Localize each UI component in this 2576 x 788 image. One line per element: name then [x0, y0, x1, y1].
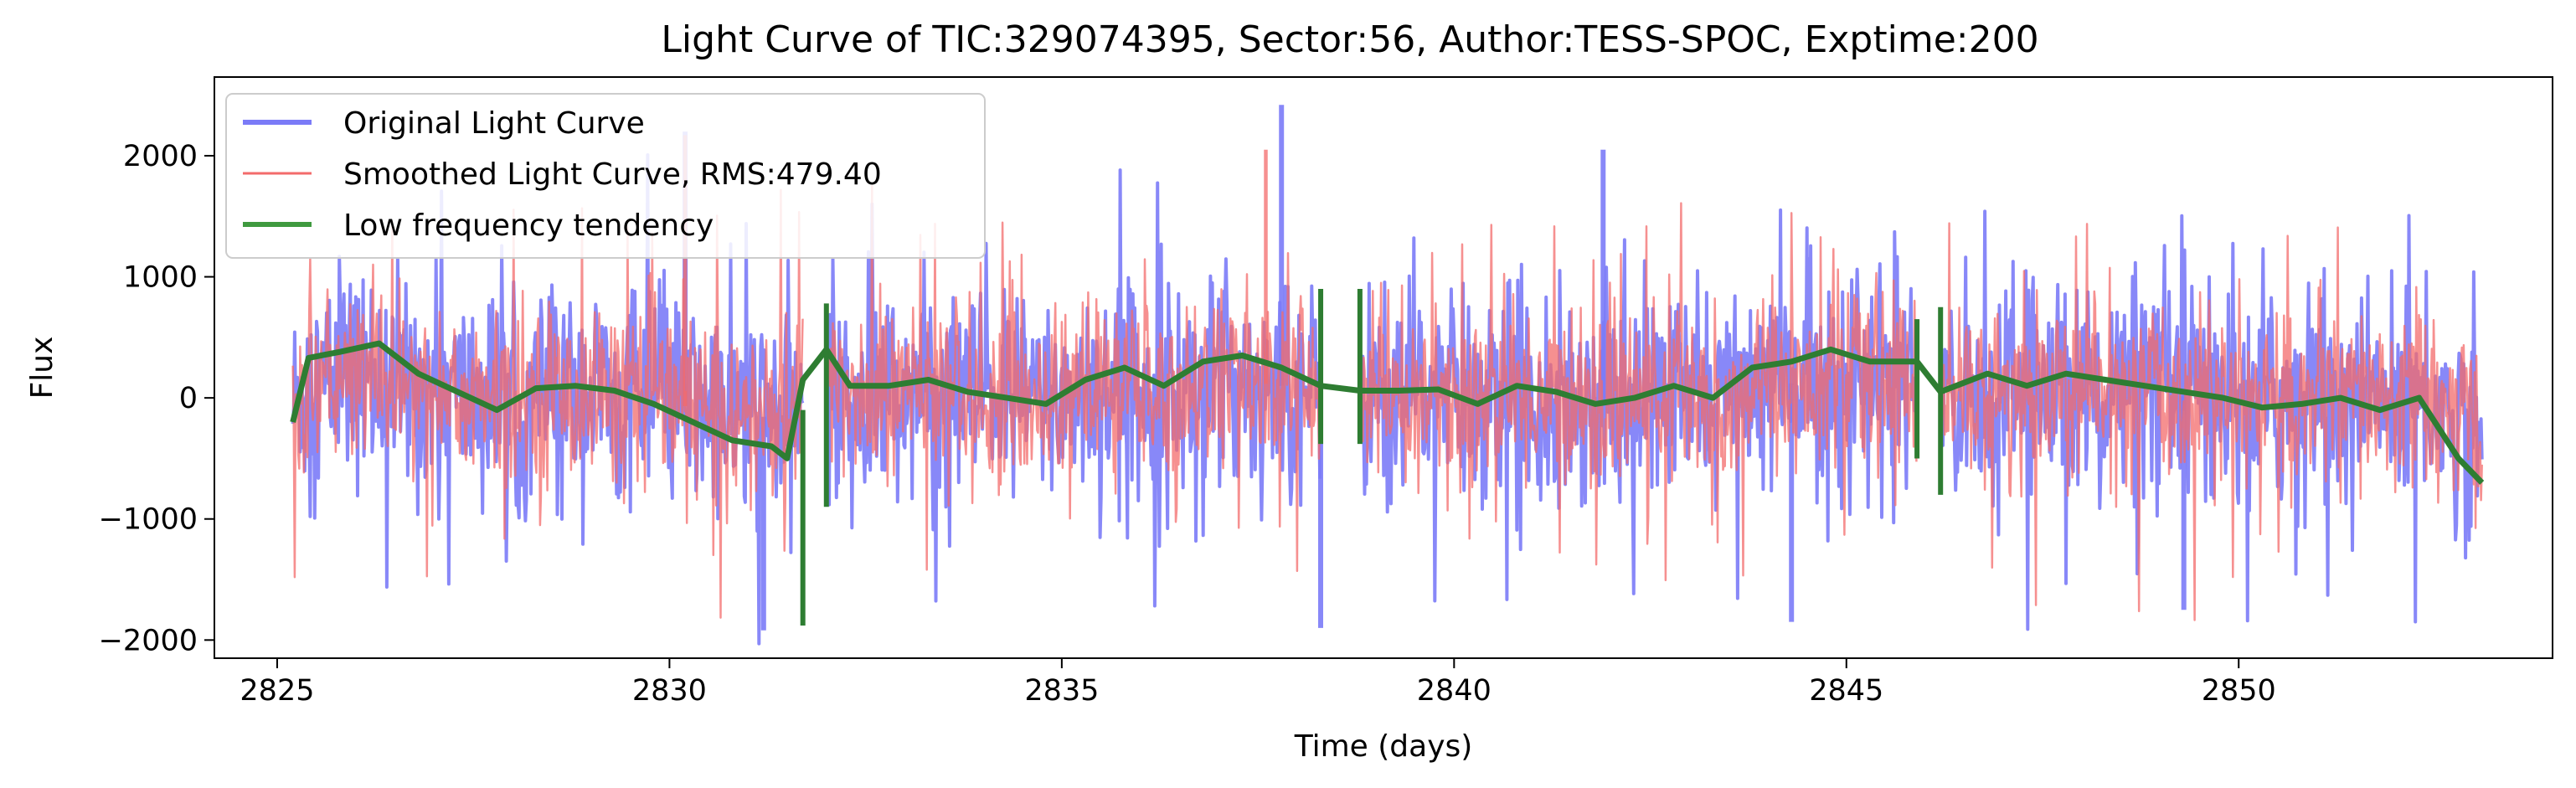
legend-entry-trend: Low frequency tendency [343, 209, 714, 243]
x-tick-label: 2825 [240, 674, 314, 708]
series-low-frequency-tendency [290, 289, 2485, 626]
x-tick-label: 2850 [2202, 674, 2276, 708]
legend-entry-original: Original Light Curve [343, 106, 645, 141]
overlap-tint [293, 313, 2482, 482]
y-tick-label: −2000 [99, 624, 198, 657]
legend-entry-smoothed: Smoothed Light Curve, RMS:479.40 [343, 157, 882, 192]
trend-path [290, 340, 2485, 485]
y-tick-label: 0 [179, 382, 198, 415]
y-tick-label: 2000 [123, 140, 198, 173]
y-tick-label: 1000 [123, 261, 198, 295]
x-tick-label: 2845 [1809, 674, 1883, 708]
plot-frame [214, 76, 2553, 659]
legend: Original Light Curve Smoothed Light Curv… [225, 93, 986, 259]
y-tick-label: −1000 [99, 503, 198, 537]
x-axis: 2825 2830 2835 2840 2845 2850 [240, 658, 2276, 708]
legend-box [225, 93, 986, 259]
x-axis-label: Time (days) [1294, 729, 1473, 764]
y-axis: −2000 −1000 0 1000 2000 [99, 140, 214, 657]
y-axis-label: Flux [25, 337, 59, 399]
x-tick-label: 2830 [632, 674, 707, 708]
noise-trace [291, 185, 2483, 621]
x-tick-label: 2835 [1024, 674, 1099, 708]
chart-title: Light Curve of TIC:329074395, Sector:56,… [661, 18, 2038, 61]
x-tick-label: 2840 [1417, 674, 1492, 708]
